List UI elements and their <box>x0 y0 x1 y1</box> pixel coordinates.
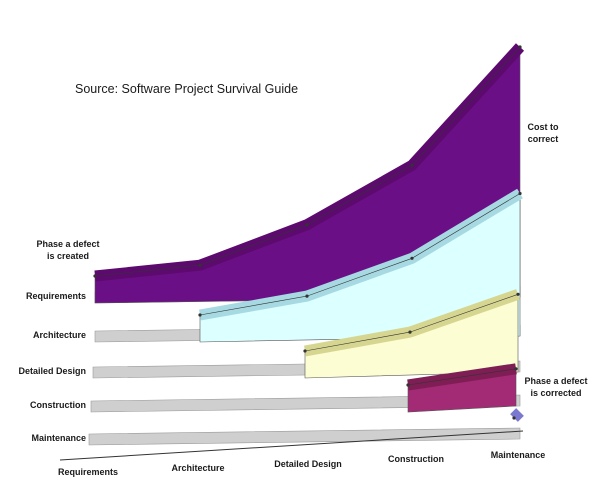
data-point-3-4 <box>514 367 518 371</box>
data-point-1-1 <box>198 313 202 317</box>
corrected-phase-labels: Requirements Architecture Detailed Design C… <box>58 450 545 477</box>
data-point-2-4 <box>516 292 520 296</box>
floor-strip-4 <box>88 427 521 446</box>
created-label-1: Architecture <box>33 330 86 340</box>
created-label-0: Requirements <box>26 291 86 301</box>
data-point-0-4 <box>518 45 522 49</box>
created-label-4: Maintenance <box>31 433 86 443</box>
series-outline-1 <box>199 193 521 316</box>
data-point-4-4 <box>512 416 516 420</box>
data-point-0-1 <box>198 263 202 267</box>
data-point-1-2 <box>305 294 309 298</box>
data-point-3-3 <box>406 383 410 387</box>
created-axis-title-line2: is created <box>47 251 89 261</box>
created-phase-labels: Requirements Architecture Detailed Design C… <box>18 291 86 443</box>
data-point-2-2 <box>303 349 307 353</box>
data-point-0-2 <box>305 223 309 227</box>
corrected-label-3: Construction <box>388 454 444 464</box>
data-point-0-3 <box>410 163 414 167</box>
corrected-label-1: Architecture <box>171 463 224 473</box>
front-base-line <box>59 430 524 461</box>
data-point-0-0 <box>93 274 97 278</box>
cost-axis-label-line2: correct <box>528 134 559 144</box>
corrected-label-4: Maintenance <box>491 450 546 460</box>
series-outline-3 <box>407 368 517 386</box>
data-point-1-3 <box>410 256 414 260</box>
plot-area <box>59 43 525 461</box>
created-label-2: Detailed Design <box>18 366 86 376</box>
data-point-1-4 <box>518 191 522 196</box>
cost-axis-label-line1: Cost to <box>528 122 559 132</box>
source-note: Source: Software Project Survival Guide <box>75 82 298 96</box>
created-axis-title-line1: Phase a defect <box>36 239 99 249</box>
corrected-label-0: Requirements <box>58 467 118 477</box>
data-point-2-3 <box>408 330 412 334</box>
corrected-axis-title-line1: Phase a defect <box>524 376 587 386</box>
corrected-label-2: Detailed Design <box>274 459 342 469</box>
created-label-3: Construction <box>30 400 86 410</box>
corrected-axis-title-line2: is corrected <box>530 388 581 398</box>
